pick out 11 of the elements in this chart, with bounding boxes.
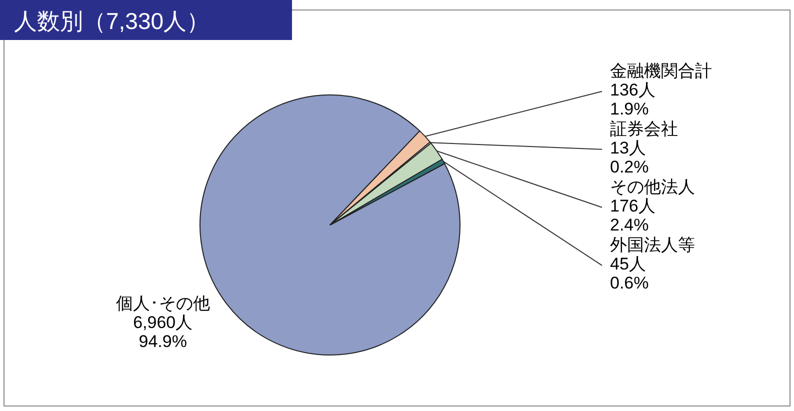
slice-label: 外国法人等	[610, 235, 695, 254]
slice-label: 個人･その他	[116, 294, 210, 313]
data-label: 45人 0.6%	[610, 254, 649, 292]
data-label: 136人 1.9%	[610, 80, 656, 118]
slice-label: その他法人	[610, 177, 695, 196]
slice-label: 証券会社	[610, 119, 678, 138]
data-label: 13人 0.2%	[610, 138, 649, 176]
chart-title: 人数別（7,330人）	[14, 8, 210, 34]
data-label: 6,960人 94.9%	[133, 312, 193, 351]
slice-label: 金融機関合計	[610, 61, 712, 80]
data-label: 176人 2.4%	[610, 196, 656, 234]
